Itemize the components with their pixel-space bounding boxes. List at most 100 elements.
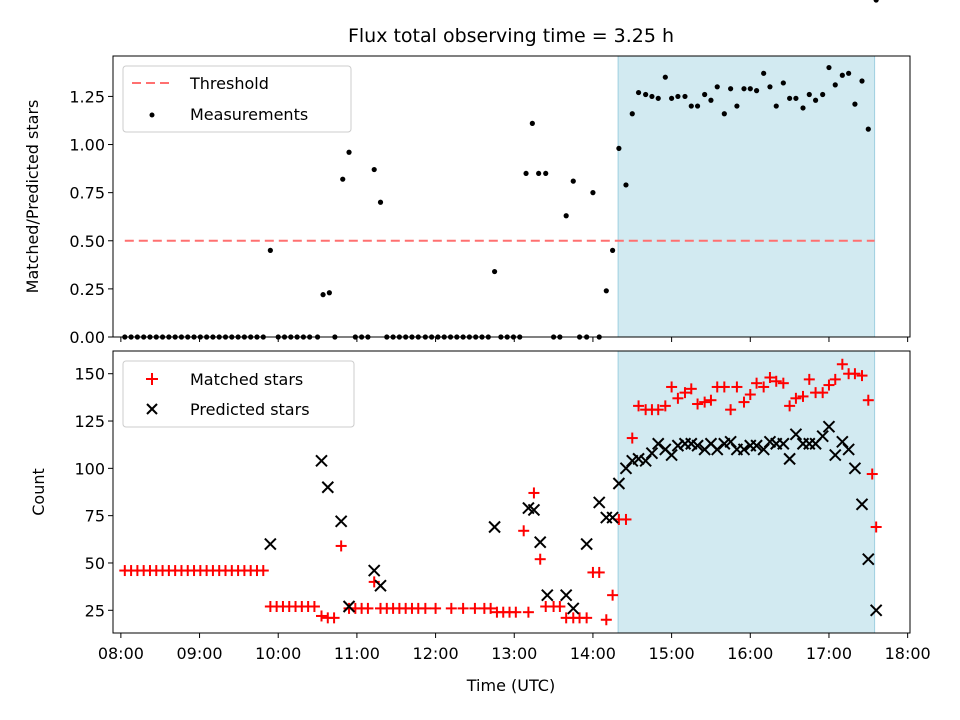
matched-star-point [870, 521, 882, 533]
predicted-star-point [374, 579, 387, 592]
measurement-point [747, 86, 753, 92]
measurement-point [590, 190, 596, 196]
matched-star-point [731, 381, 743, 393]
measurement-point [780, 80, 786, 86]
measurement-point [767, 84, 773, 90]
top-y-tick-label: 0.50 [69, 232, 105, 251]
matched-star-point [620, 513, 632, 525]
bottom-highlight-region [617, 350, 876, 634]
top-y-tick-label: 1.00 [69, 136, 105, 155]
measurement-point [839, 72, 845, 78]
bottom-y-tick-label: 125 [74, 412, 105, 431]
measurement-point [529, 120, 535, 126]
measurement-point [635, 89, 642, 96]
matched-star-point [469, 602, 481, 614]
matched-star-point [593, 566, 605, 578]
measurement-point [793, 95, 799, 101]
measurement-point [629, 111, 635, 117]
predicted-star-point [606, 511, 619, 524]
x-axis-label: Time (UTC) [466, 676, 555, 695]
matched-star-point [534, 553, 546, 565]
matched-star-point [725, 404, 737, 416]
measurement-point [688, 103, 694, 109]
matched-star-point [581, 612, 593, 624]
measurement-points [122, 0, 879, 340]
measurement-point [714, 84, 720, 90]
predicted-star-point [559, 588, 573, 602]
matched-star-point [335, 540, 347, 552]
legend-measurements-swatch [149, 112, 155, 118]
bottom-y-axis-label: Count [29, 468, 48, 516]
measurement-point [616, 145, 622, 151]
bottom-y-tick-label: 150 [74, 365, 105, 384]
measurement-point [340, 176, 346, 182]
measurement-point [675, 93, 681, 100]
matched-star-point [522, 606, 534, 618]
predicted-star-point [848, 462, 862, 475]
matched-star-point [751, 377, 763, 389]
predicted-star-point [822, 420, 836, 433]
matched-star-point [836, 358, 848, 370]
measurement-point [655, 95, 661, 101]
top-y-tick-label: 0.25 [69, 280, 105, 299]
x-tick-label: 17:00 [806, 644, 852, 663]
measurement-point [682, 93, 688, 100]
top-highlight-region [617, 55, 876, 338]
measurement-point [832, 82, 838, 88]
measurement-point [669, 95, 675, 101]
measurement-point [702, 91, 708, 98]
measurement-point [610, 247, 616, 253]
legend-matched-label: Matched stars [190, 370, 303, 389]
measurement-point [346, 149, 352, 155]
predicted-star-point [777, 437, 790, 450]
measurement-point [852, 101, 858, 107]
top-y-tick-label: 0.75 [69, 184, 105, 203]
matched-star-points [119, 358, 882, 626]
matched-star-point [600, 614, 612, 626]
matched-star-point [445, 602, 457, 614]
predicted-star-point [671, 439, 685, 452]
matched-star-point [528, 487, 540, 499]
predicted-star-point [534, 535, 547, 549]
matched-star-point [308, 601, 320, 613]
measurement-point [761, 70, 767, 76]
bottom-y-tick-label: 100 [74, 459, 105, 478]
matched-star-point [790, 392, 802, 404]
predicted-star-point [862, 552, 875, 566]
measurement-point [741, 86, 747, 92]
matched-star-point [666, 381, 678, 393]
measurement-point [603, 288, 609, 294]
top-legend: Threshold Measurements [122, 65, 352, 133]
matched-star-point [770, 375, 782, 387]
x-tick-label: 11:00 [334, 644, 380, 663]
predicted-star-point [342, 600, 356, 613]
x-tick-label: 13:00 [491, 644, 537, 663]
predicted-star-point [488, 520, 501, 534]
measurement-point [563, 213, 569, 219]
predicted-star-point [789, 428, 803, 441]
matched-star-point [705, 394, 717, 406]
predicted-star-point [665, 448, 678, 462]
measurement-point [806, 91, 812, 98]
bottom-x-ticks: 08:00 09:00 10:00 11:00 12:00 13:00 14:00 15:00… [98, 633, 931, 663]
top-y-ticks: 0.00 0.25 0.50 0.75 1.00 1.25 [69, 87, 113, 347]
measurement-point [846, 70, 852, 76]
bottom-y-tick-label: 75 [85, 507, 105, 526]
matched-star-point [764, 371, 776, 383]
matched-star-point [738, 396, 750, 408]
legend-matched-swatch [146, 373, 158, 385]
x-tick-label: 15:00 [649, 644, 695, 663]
predicted-star-point [264, 537, 277, 551]
matched-star-point [692, 398, 704, 410]
predicted-star-point [541, 588, 554, 602]
measurement-point [570, 178, 576, 184]
matched-star-point [862, 394, 874, 406]
x-tick-label: 08:00 [98, 644, 144, 663]
matched-star-point [457, 602, 469, 614]
bottom-legend: Matched stars Predicted stars [122, 360, 355, 428]
measurement-point [491, 268, 498, 275]
matched-star-point [485, 602, 497, 614]
x-tick-label: 10:00 [255, 644, 301, 663]
top-y-tick-label: 0.00 [69, 328, 105, 347]
matched-star-point [607, 589, 619, 601]
